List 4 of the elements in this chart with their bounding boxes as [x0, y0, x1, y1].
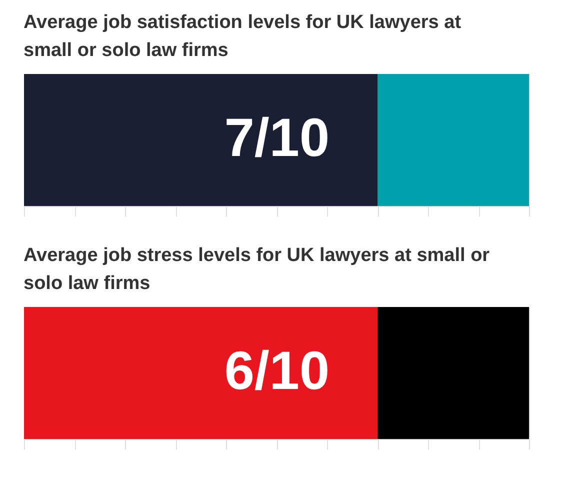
chart-title: Average job stress levels for UK lawyers at small or solo law firms — [24, 245, 490, 294]
annotation: 7/10 — [224, 108, 330, 168]
chart-title: Average job satisfaction levels for UK lawyers at small or solo law firms — [24, 12, 462, 61]
annotation: 6/10 — [224, 341, 330, 401]
